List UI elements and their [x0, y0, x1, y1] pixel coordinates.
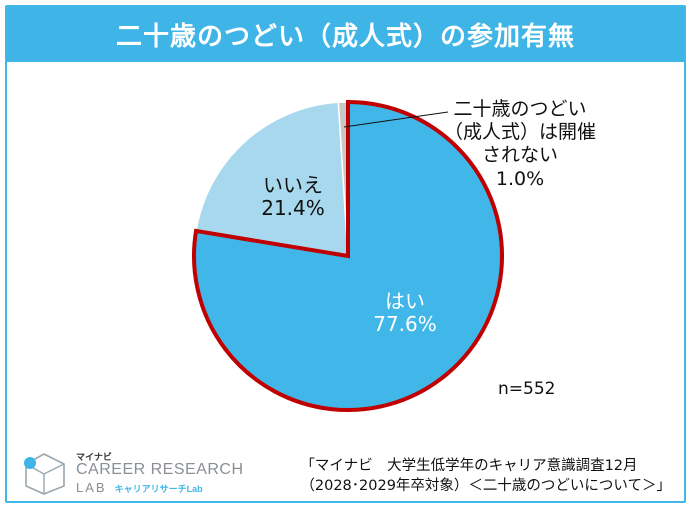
logo-text-line1: CAREER RESEARCH	[76, 461, 244, 478]
logo-brand-small: マイナビ	[76, 453, 112, 463]
sample-size: n=552	[498, 379, 556, 399]
slice-label-not-held: 二十歳のつどい （成人式）は開催 されない 1.0%	[440, 98, 600, 191]
slice-label-no: いいえ 21.4%	[243, 174, 343, 220]
source-note: 「マイナビ 大学生低学年のキャリア意識調査12月 （2028･2029年卒対象）…	[300, 456, 671, 497]
slice-no-name: いいえ	[263, 173, 323, 197]
slice-not-held-value: 1.0%	[495, 167, 545, 190]
career-research-lab-logo: マイナビ CAREER RESEARCH LAB キャリアリサーチLab	[20, 450, 243, 495]
pie-slice-no	[195, 101, 349, 257]
leader-line	[343, 111, 449, 128]
slice-yes-name: はい	[385, 289, 425, 313]
slice-not-held-line-2: （成人式）は開催	[443, 121, 596, 144]
logo-text-lab: LAB	[76, 480, 107, 495]
chart-frame	[5, 5, 686, 503]
source-line-1: 「マイナビ 大学生低学年のキャリア意識調査12月	[300, 458, 638, 474]
logo-cube-icon	[24, 453, 65, 495]
slice-label-yes: はい 77.6%	[360, 290, 450, 336]
slice-not-held-line-1: 二十歳のつどい	[453, 98, 587, 120]
slice-yes-value: 77.6%	[373, 312, 437, 336]
logo-text-line2: LAB キャリアリサーチLab	[76, 480, 203, 495]
pie-slice-yes	[192, 99, 504, 412]
slice-not-held-line-3: されない	[481, 144, 558, 167]
slice-no-value: 21.4%	[261, 196, 325, 220]
chart-title: 二十歳のつどい（成人式）の参加有無	[7, 7, 684, 62]
logo-text-kana: キャリアリサーチLab	[114, 484, 203, 494]
source-line-2: （2028･2029年卒対象）＜二十歳のつどいについて＞」	[300, 478, 671, 495]
